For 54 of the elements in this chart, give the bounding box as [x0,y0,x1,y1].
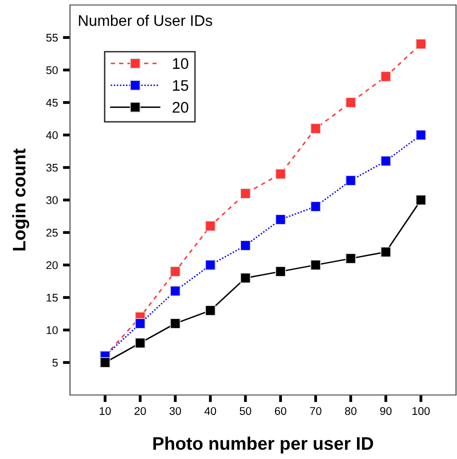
legend-title: Number of User IDs [78,14,212,26]
x-tick-label: 20 [134,407,146,415]
y-axis-title: Login count [12,148,30,250]
point [134,338,146,348]
point [170,286,181,296]
point [275,168,286,180]
point [380,246,392,258]
point [240,272,251,284]
y-tick-label: 15 [46,294,58,302]
point [416,130,426,140]
point [100,357,110,368]
point [310,260,321,270]
point [345,175,356,186]
point [310,123,321,134]
x-tick-label: 30 [170,407,182,415]
point [416,194,426,206]
y-tick-label: 5 [52,358,58,367]
point [380,156,392,166]
point [170,318,181,329]
legend-label: 15 [173,80,188,91]
legend-label: 10 [173,58,188,69]
point [310,201,321,212]
point [134,318,146,329]
y-tick-label: 25 [46,228,58,237]
x-tick-label: 10 [100,407,111,415]
y-tick-label: 35 [46,164,58,172]
y-tick-label: 55 [46,34,58,42]
x-axis-title: Photo number per user ID [153,436,374,454]
x-tick-label: 80 [345,407,356,415]
x-tick-label: 50 [240,407,252,415]
y-tick-label: 30 [46,196,58,204]
x-tick-label: 70 [310,407,322,415]
point [205,305,216,316]
x-tick-label: 40 [204,407,216,415]
y-tick-label: 10 [46,326,58,334]
point [205,260,216,270]
point [240,188,251,199]
point [275,266,286,277]
point [380,71,392,82]
point [240,240,251,251]
point [345,97,356,108]
x-tick-label: 60 [274,407,286,415]
point [170,266,181,277]
y-tick-label: 45 [46,98,58,107]
y-tick-label: 20 [46,261,58,270]
legend-label: 20 [172,102,188,113]
point [416,38,426,50]
point [275,214,286,225]
x-tick-label: 100 [412,407,430,415]
point [345,253,356,264]
y-tick-label: 40 [46,131,58,140]
y-tick-label: 50 [46,66,58,74]
x-tick-label: 90 [380,407,392,415]
point [205,220,216,232]
